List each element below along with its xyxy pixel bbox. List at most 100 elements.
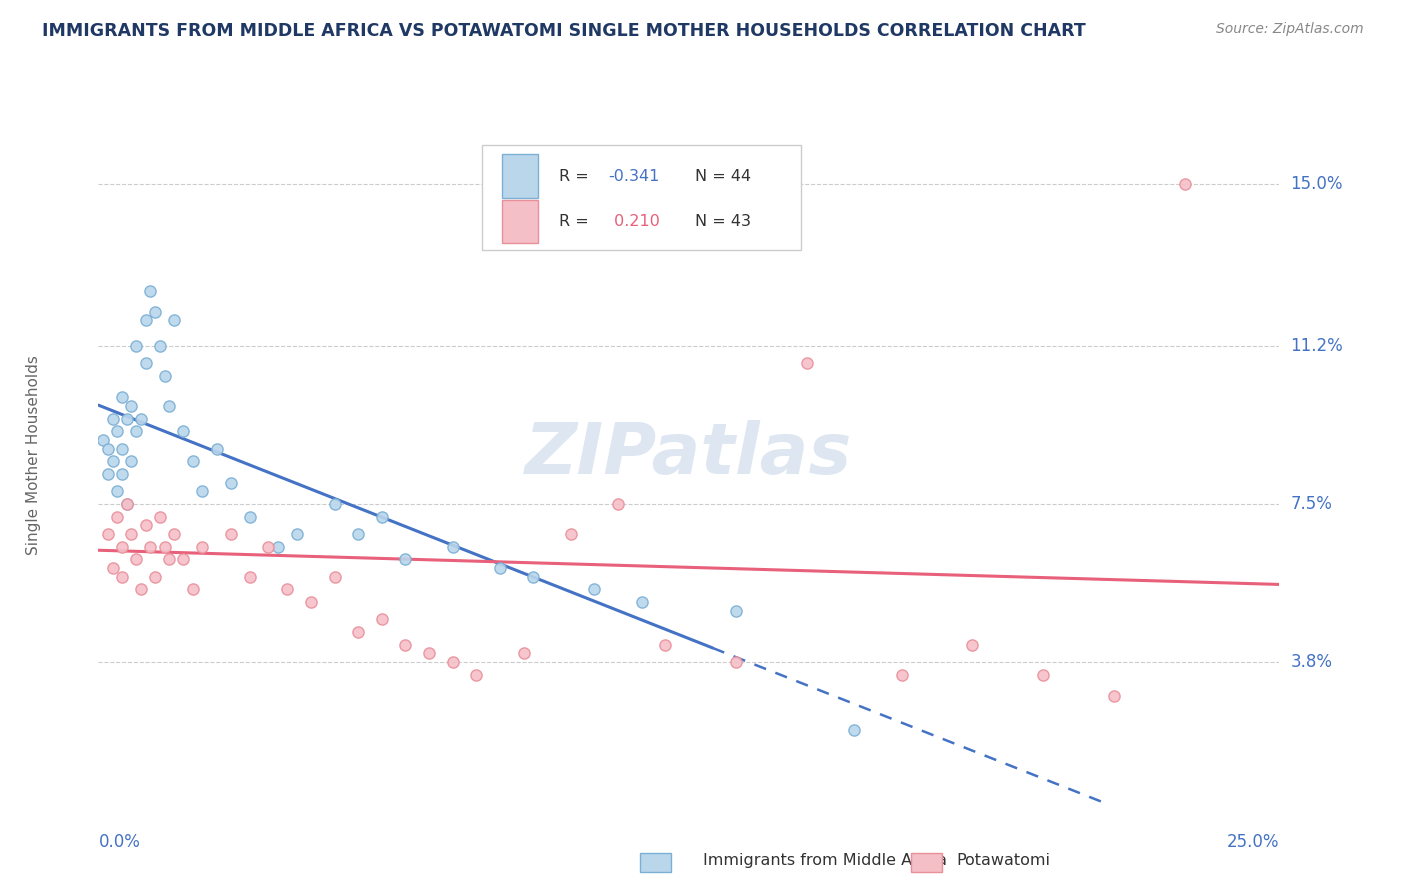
Point [630,595,652,609]
Text: Immigrants from Middle Africa: Immigrants from Middle Africa [703,854,948,868]
Point [125,552,148,566]
Point [796,356,818,370]
Point [105,509,128,524]
Text: IMMIGRANTS FROM MIDDLE AFRICA VS POTAWATOMI SINGLE MOTHER HOUSEHOLDS CORRELATION: IMMIGRANTS FROM MIDDLE AFRICA VS POTAWAT… [42,22,1085,40]
Text: 7.5%: 7.5% [1291,495,1333,513]
Point [347,527,370,541]
FancyBboxPatch shape [502,201,537,244]
Point [394,638,416,652]
Text: R =: R = [560,169,593,184]
Point [163,313,186,327]
Point [181,582,204,597]
Point [347,625,370,640]
Point [323,569,346,583]
Point [583,582,606,597]
Point [560,527,582,541]
Point [239,509,262,524]
Text: ZIPatlas: ZIPatlas [526,420,852,490]
Point [105,484,128,499]
Point [101,411,124,425]
Point [191,484,214,499]
Text: N = 43: N = 43 [695,214,751,229]
Point [205,28,228,42]
Point [285,527,308,541]
Point [890,667,912,681]
FancyBboxPatch shape [482,145,801,250]
Point [97,467,120,482]
Point [512,647,534,661]
Point [157,552,180,566]
Point [191,540,214,554]
Text: 0.210: 0.210 [609,214,659,229]
Text: 25.0%: 25.0% [1227,833,1279,851]
Point [115,497,138,511]
Point [371,509,394,524]
Point [111,569,134,583]
Point [111,467,134,482]
Point [181,454,204,468]
Point [97,527,120,541]
Point [101,454,124,468]
Text: Source: ZipAtlas.com: Source: ZipAtlas.com [1216,22,1364,37]
Point [489,561,512,575]
Point [111,390,134,404]
Point [323,497,346,511]
Point [172,552,194,566]
Point [111,442,134,456]
Point [135,518,157,533]
Point [465,667,488,681]
Point [115,411,138,425]
Point [725,655,748,669]
Point [115,497,138,511]
Point [441,540,464,554]
Point [1032,667,1054,681]
Point [135,356,157,370]
Point [143,305,166,319]
Point [97,442,120,456]
Text: 15.0%: 15.0% [1291,175,1343,193]
Point [121,527,143,541]
Point [139,284,162,298]
Point [219,475,242,490]
Text: -0.341: -0.341 [609,169,659,184]
Point [121,399,143,413]
Point [135,313,157,327]
Text: N = 44: N = 44 [695,169,751,184]
Text: 11.2%: 11.2% [1291,337,1343,355]
Point [121,454,143,468]
Point [205,442,228,456]
Point [654,638,676,652]
Point [163,527,186,541]
Point [101,561,124,575]
Point [522,569,544,583]
Point [91,433,114,447]
Point [143,569,166,583]
FancyBboxPatch shape [502,154,537,198]
Point [219,527,242,541]
Point [394,552,416,566]
Point [153,540,176,554]
Text: 0.0%: 0.0% [98,833,141,851]
Point [125,339,148,353]
Point [299,595,322,609]
Point [172,425,194,439]
Point [844,723,866,738]
Point [607,497,630,511]
Point [267,540,290,554]
Point [129,582,152,597]
Point [139,540,162,554]
Point [153,368,176,383]
Point [257,540,280,554]
Point [418,647,440,661]
Point [157,399,180,413]
Point [239,569,262,583]
Point [105,425,128,439]
Point [276,582,298,597]
Text: Potawatomi: Potawatomi [956,854,1050,868]
Point [111,540,134,554]
Point [1174,177,1197,191]
Point [371,612,394,626]
Text: 3.8%: 3.8% [1291,653,1333,671]
Point [725,604,748,618]
Point [129,411,152,425]
